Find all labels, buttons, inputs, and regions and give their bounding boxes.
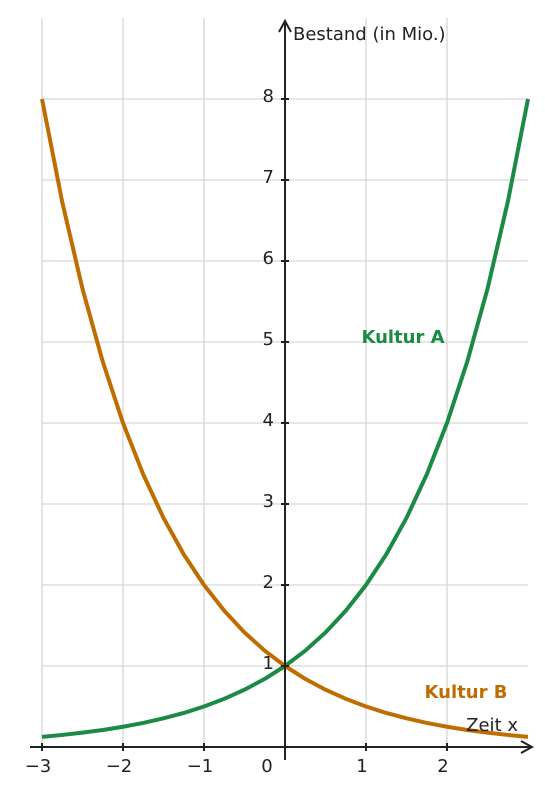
x-tick-label: 0 <box>261 756 272 777</box>
y-tick-label: 3 <box>263 491 274 512</box>
y-tick-label: 2 <box>263 572 274 593</box>
y-axis-arrow <box>278 18 292 33</box>
x-tick-label: −1 <box>187 756 214 777</box>
x-axis-arrow <box>520 740 535 754</box>
y-tick-label: 8 <box>263 86 274 107</box>
x-tick-label: 2 <box>437 756 448 777</box>
y-tick-label: 5 <box>263 329 274 350</box>
x-tick-label: −3 <box>25 756 52 777</box>
x-axis-label: Zeit x <box>466 715 518 736</box>
series-label: Kultur B <box>425 682 508 703</box>
y-tick-label: 7 <box>263 167 274 188</box>
x-tick-label: −2 <box>106 756 133 777</box>
y-axis-label: Bestand (in Mio.) <box>293 24 446 45</box>
x-tick-label: 1 <box>356 756 367 777</box>
y-tick-label: 4 <box>263 410 274 431</box>
y-tick-label: 1 <box>263 653 274 674</box>
y-tick-label: 6 <box>263 248 274 269</box>
series-label: Kultur A <box>361 327 444 348</box>
